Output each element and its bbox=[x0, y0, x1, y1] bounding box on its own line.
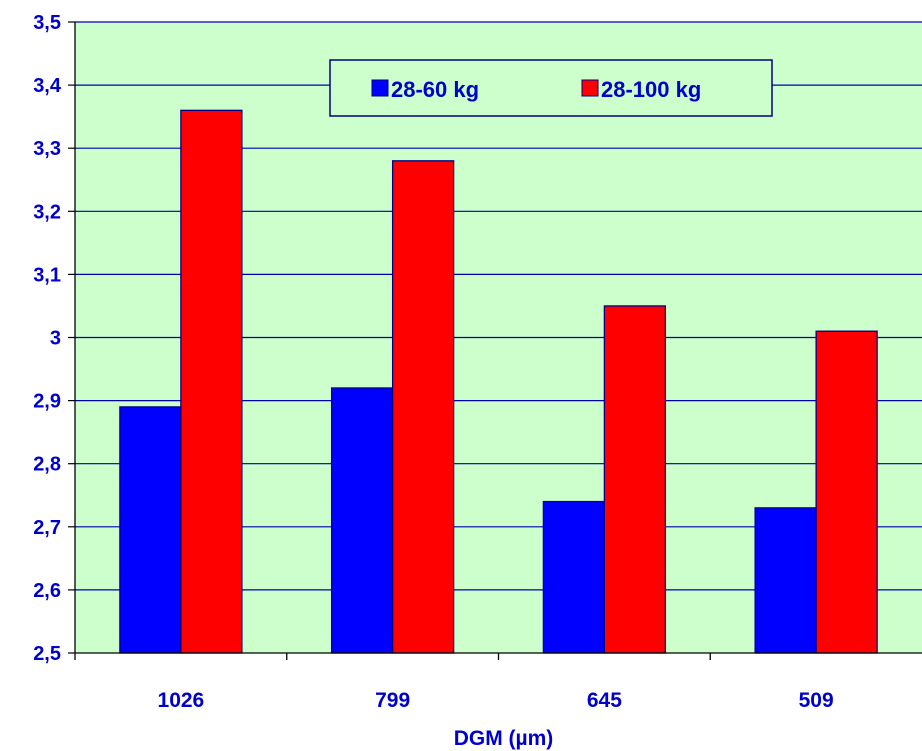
y-tick-label: 3,2 bbox=[33, 201, 61, 223]
x-tick-labels: 1026 799 645 509 bbox=[158, 689, 834, 712]
legend-swatch-red bbox=[581, 79, 599, 97]
bar-red bbox=[815, 330, 878, 654]
y-tick-label: 2,8 bbox=[33, 454, 61, 476]
legend-swatch-blue bbox=[371, 79, 389, 97]
y-tick-label: 2,7 bbox=[33, 517, 61, 539]
y-tick-label: 3,3 bbox=[33, 138, 61, 160]
x-tick-label: 509 bbox=[799, 689, 834, 712]
axes bbox=[74, 22, 922, 660]
x-tick-label: 799 bbox=[375, 689, 410, 712]
legend-box bbox=[329, 59, 773, 117]
y-tick-label: 3 bbox=[50, 328, 61, 350]
y-tick-labels: 2,5 2,6 2,7 2,8 2,9 3 3,1 3,2 3,3 3,4 3,5 bbox=[33, 12, 62, 665]
y-tick-label: 2,9 bbox=[33, 391, 61, 413]
bars bbox=[119, 109, 878, 654]
x-tick-label: 1026 bbox=[158, 689, 205, 712]
x-tick-label: 645 bbox=[587, 689, 622, 712]
bar-blue bbox=[330, 387, 394, 654]
y-tick-label: 2,6 bbox=[33, 580, 61, 602]
bar-blue bbox=[542, 500, 606, 654]
bar-red bbox=[603, 305, 667, 654]
bar-red bbox=[391, 160, 455, 654]
legend-label: 28-100 kg bbox=[601, 77, 701, 102]
bar-blue bbox=[754, 507, 817, 654]
y-tick-label: 3,1 bbox=[33, 264, 61, 286]
bar-red bbox=[180, 109, 243, 654]
y-tick-label: 2,5 bbox=[33, 643, 61, 665]
y-tick-label: 3,4 bbox=[33, 75, 62, 97]
x-axis-title: DGM (µm) bbox=[454, 727, 554, 750]
legend-label: 28-60 kg bbox=[391, 77, 479, 102]
bar-blue bbox=[119, 406, 182, 654]
y-tick-label: 3,5 bbox=[33, 12, 61, 34]
legend: 28-60 kg 28-100 kg bbox=[329, 59, 773, 117]
